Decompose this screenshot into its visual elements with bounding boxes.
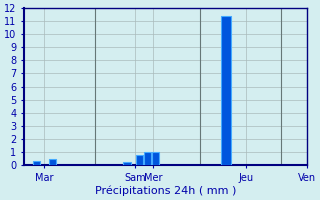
Bar [144,152,151,165]
Bar [221,16,231,165]
Bar [124,162,131,165]
Bar [152,152,159,165]
Bar [49,159,56,165]
Bar [136,155,143,165]
X-axis label: Précipitations 24h ( mm ): Précipitations 24h ( mm ) [95,185,236,196]
Bar [33,161,40,165]
